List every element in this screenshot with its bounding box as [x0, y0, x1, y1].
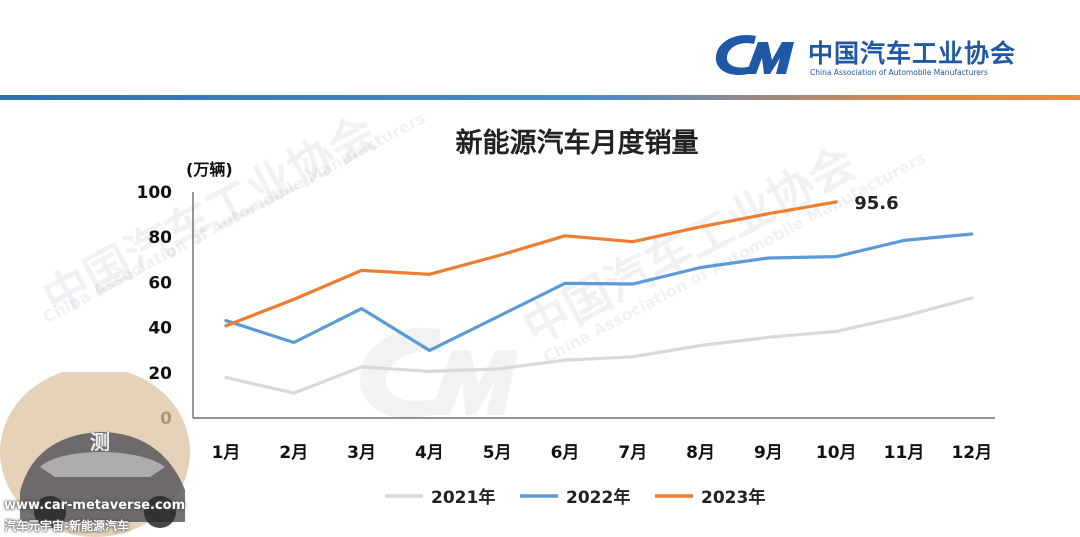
x-tick-8: 8月: [686, 443, 715, 463]
series-line-2021年: [224, 296, 974, 395]
legend-label-2022年: 2022年: [566, 487, 630, 508]
y-tick-40: 40: [148, 319, 172, 339]
x-tick-6: 6月: [551, 443, 580, 463]
caam-logo: 中国汽车工业协会 China Association of Automobile…: [712, 28, 1042, 88]
x-tick-12: 12月: [951, 443, 992, 463]
x-tick-9: 9月: [754, 443, 783, 463]
x-tick-3: 3月: [347, 443, 376, 463]
y-tick-labels: 020406080100: [137, 183, 173, 429]
y-tick-80: 80: [148, 228, 172, 248]
watermark-logo-icon: [360, 327, 518, 419]
y-tick-100: 100: [137, 183, 173, 203]
x-tick-10: 10月: [816, 443, 857, 463]
x-tick-2: 2月: [279, 443, 308, 463]
legend-label-2021年: 2021年: [431, 487, 495, 508]
org-name-en: China Association of Automobile Manufact…: [810, 68, 988, 77]
header-divider: [0, 95, 1080, 100]
legend: 2021年 2022年 2023年: [385, 487, 765, 508]
x-tick-7: 7月: [618, 443, 647, 463]
caam-logo-icon: [715, 34, 794, 76]
y-tick-20: 20: [148, 364, 172, 384]
annotations: 95.6: [854, 193, 898, 214]
series-line-2023年: [224, 200, 838, 328]
x-tick-5: 5月: [483, 443, 512, 463]
x-tick-1: 1月: [212, 443, 241, 463]
y-axis-unit-label: (万辆): [186, 160, 233, 179]
x-tick-labels: 1月 2月 3月 4月 5月 6月 7月 8月 9月 10月 11月 12月: [212, 443, 993, 463]
watermark-mark: 测: [90, 430, 110, 454]
x-tick-4: 4月: [415, 443, 444, 463]
watermark-caption: 汽车元宇宙-新能源汽车: [4, 519, 129, 533]
annotation-10月: 95.6: [854, 193, 898, 214]
y-tick-60: 60: [148, 273, 172, 293]
series-lines: [224, 200, 974, 395]
watermark-site: www.car-metaverse.com: [4, 498, 186, 513]
legend-label-2023年: 2023年: [701, 487, 765, 508]
org-name-cn: 中国汽车工业协会: [808, 39, 1017, 68]
series-line-2022年: [224, 232, 974, 352]
watermark-badge-icon: [0, 372, 190, 537]
chart-title: 新能源汽车月度销量: [456, 127, 699, 159]
x-tick-11: 11月: [884, 443, 925, 463]
